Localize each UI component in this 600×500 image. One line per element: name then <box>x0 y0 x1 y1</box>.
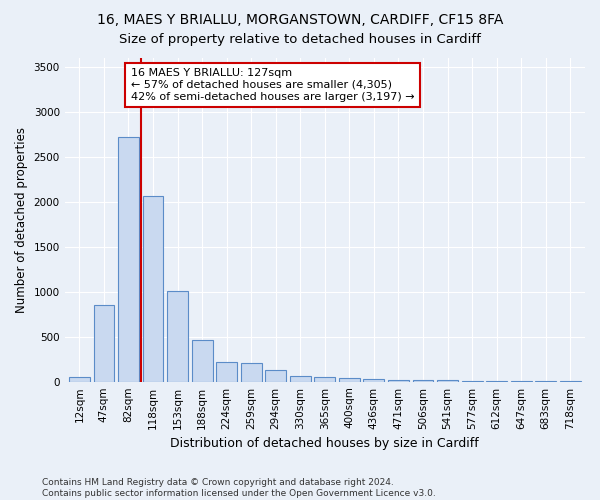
X-axis label: Distribution of detached houses by size in Cardiff: Distribution of detached houses by size … <box>170 437 479 450</box>
Bar <box>339 378 360 382</box>
Bar <box>94 305 115 382</box>
Bar <box>69 376 90 382</box>
Bar <box>314 376 335 382</box>
Bar <box>364 379 385 382</box>
Y-axis label: Number of detached properties: Number of detached properties <box>15 126 28 312</box>
Bar <box>241 363 262 382</box>
Bar <box>216 362 237 382</box>
Bar <box>461 381 482 382</box>
Bar <box>437 380 458 382</box>
Text: 16, MAES Y BRIALLU, MORGANSTOWN, CARDIFF, CF15 8FA: 16, MAES Y BRIALLU, MORGANSTOWN, CARDIFF… <box>97 12 503 26</box>
Bar <box>290 376 311 382</box>
Text: Contains HM Land Registry data © Crown copyright and database right 2024.
Contai: Contains HM Land Registry data © Crown c… <box>42 478 436 498</box>
Bar <box>191 340 212 382</box>
Bar <box>388 380 409 382</box>
Bar <box>118 136 139 382</box>
Text: 16 MAES Y BRIALLU: 127sqm
← 57% of detached houses are smaller (4,305)
42% of se: 16 MAES Y BRIALLU: 127sqm ← 57% of detac… <box>131 68 415 102</box>
Bar <box>167 290 188 382</box>
Text: Size of property relative to detached houses in Cardiff: Size of property relative to detached ho… <box>119 32 481 46</box>
Bar <box>413 380 433 382</box>
Bar <box>143 196 163 382</box>
Bar <box>265 370 286 382</box>
